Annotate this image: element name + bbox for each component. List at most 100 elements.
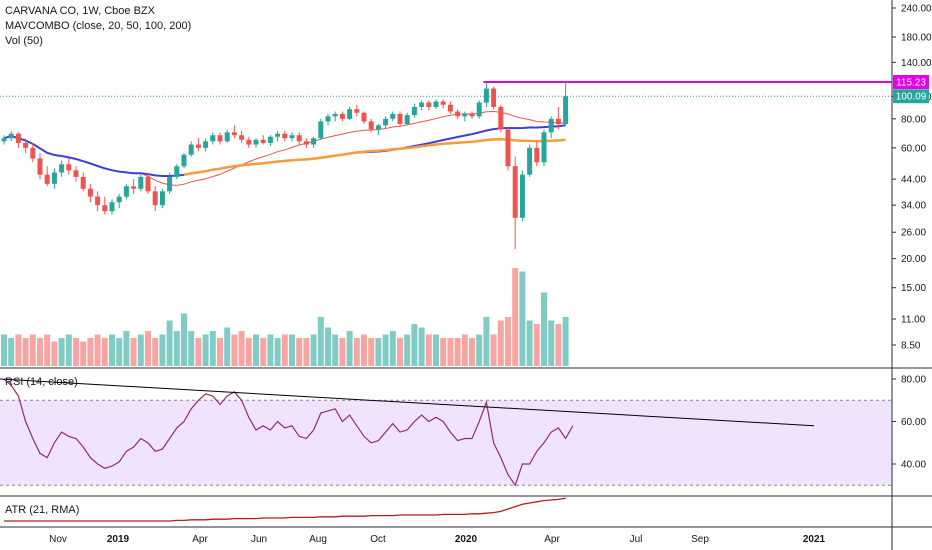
candle[interactable] <box>224 129 230 143</box>
volume-bar <box>361 334 367 366</box>
candle[interactable] <box>426 100 432 111</box>
candle[interactable] <box>311 136 317 148</box>
candle[interactable] <box>527 144 533 177</box>
candle[interactable] <box>375 124 381 136</box>
candle[interactable] <box>390 111 396 122</box>
candle[interactable] <box>404 112 410 126</box>
volume-bar <box>274 338 281 366</box>
candle[interactable] <box>116 193 122 209</box>
candle[interactable] <box>419 100 425 111</box>
candle[interactable] <box>361 111 367 125</box>
candle-body <box>30 147 36 159</box>
candle[interactable] <box>80 172 86 192</box>
candle[interactable] <box>483 82 489 107</box>
candle[interactable] <box>455 109 461 119</box>
candle[interactable] <box>131 179 137 194</box>
candle[interactable] <box>138 174 144 192</box>
candle[interactable] <box>491 86 497 110</box>
candle[interactable] <box>433 99 439 110</box>
volume-bar <box>382 334 389 366</box>
price-tick-label: 140.00 <box>901 58 932 69</box>
volume-bar <box>267 334 274 366</box>
candle[interactable] <box>332 111 338 122</box>
candle[interactable] <box>282 130 288 142</box>
candle[interactable] <box>95 191 101 212</box>
candle[interactable] <box>217 132 223 145</box>
candle[interactable] <box>167 172 173 194</box>
candle[interactable] <box>152 186 158 212</box>
candle[interactable] <box>239 130 245 143</box>
candle[interactable] <box>195 138 201 152</box>
candle[interactable] <box>440 99 446 109</box>
candle[interactable] <box>174 164 180 180</box>
candle[interactable] <box>1 135 7 145</box>
candle[interactable] <box>181 153 187 169</box>
candle[interactable] <box>210 132 216 145</box>
candle[interactable] <box>368 118 374 133</box>
candle[interactable] <box>30 142 36 163</box>
candle[interactable] <box>102 196 108 215</box>
time-tick-label: 2020 <box>455 534 478 545</box>
candle[interactable] <box>23 138 29 154</box>
candle[interactable] <box>159 188 165 209</box>
candle[interactable] <box>188 141 194 157</box>
indicator-mavcombo-label[interactable]: MAVCOMBO (close, 20, 50, 100, 200) <box>5 20 192 32</box>
candle[interactable] <box>303 138 309 148</box>
candle[interactable] <box>15 132 21 148</box>
candle[interactable] <box>145 172 151 194</box>
candle[interactable] <box>37 153 43 180</box>
candle[interactable] <box>383 116 389 129</box>
candle[interactable] <box>397 111 403 127</box>
candle[interactable] <box>469 111 475 119</box>
atr-indicator-label[interactable]: ATR (21, RMA) <box>5 504 80 516</box>
candle[interactable] <box>541 129 547 167</box>
volume-bar <box>231 334 238 366</box>
rsi-indicator-label[interactable]: RSI (14, close) <box>5 376 78 388</box>
candle[interactable] <box>260 135 266 145</box>
candle[interactable] <box>555 106 561 130</box>
candle[interactable] <box>347 106 353 121</box>
candle[interactable] <box>563 82 569 126</box>
candle[interactable] <box>447 101 453 114</box>
candle[interactable] <box>253 138 259 148</box>
candle[interactable] <box>109 199 115 215</box>
candle[interactable] <box>548 116 554 139</box>
candle[interactable] <box>231 125 237 139</box>
time-tick-label: Aug <box>309 534 327 545</box>
candle[interactable] <box>66 158 72 175</box>
candle[interactable] <box>512 156 518 250</box>
candle[interactable] <box>354 104 360 117</box>
candle[interactable] <box>203 138 209 152</box>
candle[interactable] <box>267 135 273 147</box>
candle[interactable] <box>246 136 252 148</box>
volume-bar <box>389 331 396 366</box>
candle-layer[interactable] <box>1 82 569 250</box>
candle[interactable] <box>8 130 14 142</box>
candle[interactable] <box>87 183 93 203</box>
candle[interactable] <box>44 166 50 187</box>
candle[interactable] <box>462 111 468 122</box>
candle[interactable] <box>275 130 281 142</box>
candle[interactable] <box>519 170 525 222</box>
candle[interactable] <box>73 166 79 182</box>
candle-body <box>167 176 173 192</box>
candle[interactable] <box>296 132 302 145</box>
volume-indicator-label[interactable]: Vol (50) <box>5 35 43 47</box>
candle[interactable] <box>289 132 295 142</box>
volume-bar <box>51 341 58 366</box>
candle[interactable] <box>339 111 345 122</box>
candle[interactable] <box>123 183 129 200</box>
candle[interactable] <box>476 100 482 119</box>
volume-bar <box>375 338 382 366</box>
candle[interactable] <box>318 118 324 140</box>
candle[interactable] <box>498 104 504 133</box>
candle[interactable] <box>59 160 65 177</box>
candle[interactable] <box>505 126 511 171</box>
candle[interactable] <box>51 168 57 189</box>
volume-bar <box>87 338 94 366</box>
candle[interactable] <box>411 103 417 118</box>
candle[interactable] <box>534 141 540 167</box>
candle[interactable] <box>325 113 331 126</box>
